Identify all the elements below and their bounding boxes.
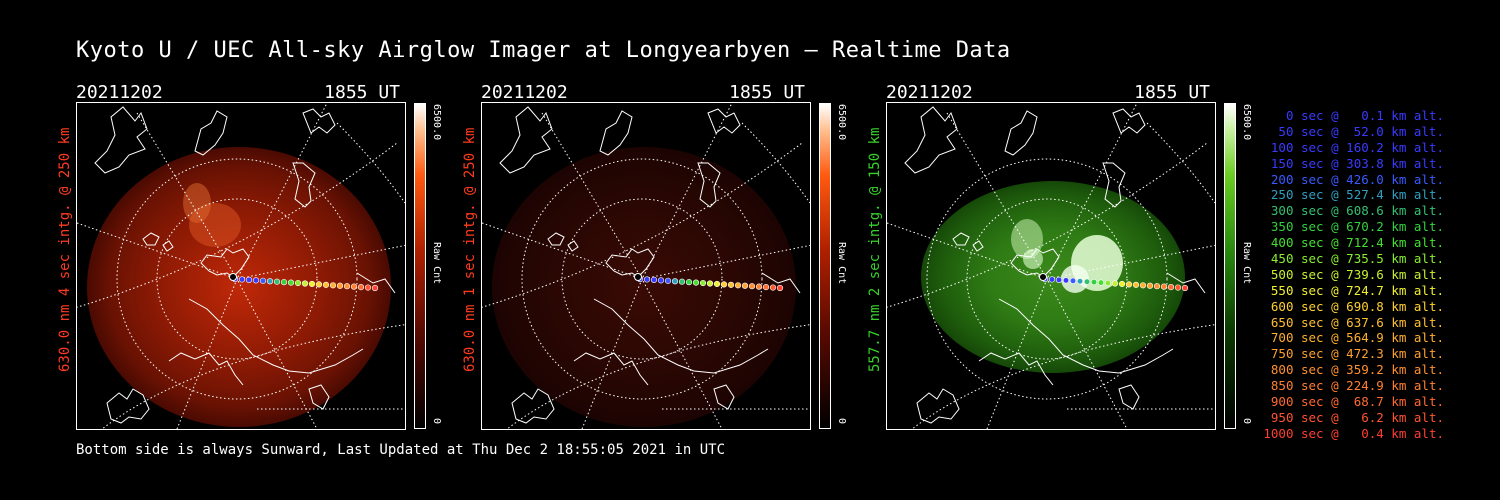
footer-note: Bottom side is always Sunward, Last Upda… [76,442,726,458]
colorbar-1-unit: Raw Cnt [431,242,442,285]
legend-row: 850 sec @ 224.9 km alt. [1270,378,1444,394]
legend-row: 550 sec @ 724.7 km alt. [1270,282,1444,298]
legend-row: 900 sec @ 68.7 km alt. [1270,394,1444,410]
legend-row: 300 sec @ 608.6 km alt. [1270,203,1444,219]
legend-row: 800 sec @ 359.2 km alt. [1270,362,1444,378]
colorbar-3-max: 6500.0 [1241,104,1252,141]
colorbar-1-min: 0 [431,418,442,425]
airglow-map-1 [77,103,405,429]
panel-3-ylabel: 557.7 nm 2 sec intg. @ 150 km [867,127,883,372]
colorbar-2-min: 0 [836,418,847,425]
panel-3-time: 1855 UT [1134,82,1210,103]
legend-row: 650 sec @ 637.6 km alt. [1270,314,1444,330]
legend-row: 750 sec @ 472.3 km alt. [1270,346,1444,362]
panel-2-ylabel: 630.0 nm 1 sec intg. @ 250 km [462,127,478,372]
trajectory-legend: 0 sec @ 0.1 km alt. 50 sec @ 52.0 km alt.… [1262,108,1444,442]
airglow-image-1 [76,102,406,430]
airglow-map-2 [482,103,810,429]
colorbar-2-unit: Raw Cnt [836,242,847,285]
colorbar-3-min: 0 [1241,418,1252,425]
legend-row: 500 sec @ 739.6 km alt. [1270,266,1444,282]
legend-row: 450 sec @ 735.5 km alt. [1270,251,1444,267]
legend-row: 0 sec @ 0.1 km alt. [1285,108,1444,123]
panel-1-date: 20211202 [76,82,163,103]
legend-row: 200 sec @ 426.0 km alt. [1270,171,1444,187]
panel-2-date: 20211202 [481,82,568,103]
airglow-image-2 [481,102,811,430]
colorbar-2-max: 6500.0 [836,104,847,141]
colorbar-2 [819,103,831,429]
colorbar-1 [414,103,426,429]
legend-row: 250 sec @ 527.4 km alt. [1270,187,1444,203]
legend-row: 600 sec @ 690.8 km alt. [1270,298,1444,314]
panel-3-date: 20211202 [886,82,973,103]
colorbar-1-max: 6500.0 [431,104,442,141]
airglow-map-3 [887,103,1215,429]
legend-row: 400 sec @ 712.4 km alt. [1270,235,1444,251]
legend-row: 700 sec @ 564.9 km alt. [1270,330,1444,346]
page-title: Kyoto U / UEC All-sky Airglow Imager at … [76,38,1011,63]
legend-row: 950 sec @ 6.2 km alt. [1270,409,1444,425]
legend-row: 150 sec @ 303.8 km alt. [1270,155,1444,171]
legend-row: 100 sec @ 160.2 km alt. [1270,139,1444,155]
panel-1-time: 1855 UT [324,82,400,103]
legend-row: 350 sec @ 670.2 km alt. [1270,219,1444,235]
airglow-image-3 [886,102,1216,430]
panel-2-time: 1855 UT [729,82,805,103]
colorbar-3-unit: Raw Cnt [1241,242,1252,285]
colorbar-3 [1224,103,1236,429]
legend-row: 50 sec @ 52.0 km alt. [1278,123,1444,139]
legend-row: 1000 sec @ 0.4 km alt. [1263,425,1444,441]
panel-1-ylabel: 630.0 nm 4 sec intg. @ 250 km [57,127,73,372]
